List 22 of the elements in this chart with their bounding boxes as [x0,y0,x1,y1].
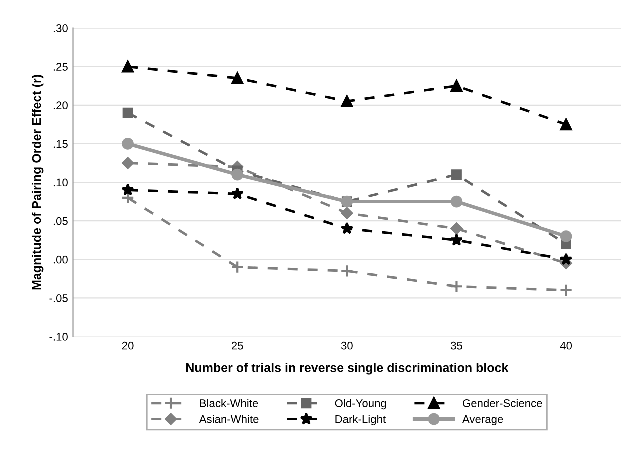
legend-label: Dark-Light [336,415,386,426]
legend-label: Gender-Science [463,399,542,408]
y-tick-label: .30 [54,24,68,32]
y-tick-label: .15 [54,140,68,148]
x-tick-label: 25 [232,342,244,350]
legend-label: Old-Young [335,399,386,410]
legend-label: Average [462,416,504,426]
y-tick-label: .25 [54,63,68,71]
x-axis-title: Number of trials in reverse single discrimination block [186,363,509,375]
x-tick-label: 20 [122,342,134,350]
y-tick-label: .20 [54,102,68,110]
x-tick-label: 35 [450,342,462,350]
y-tick-label: .10 [54,178,68,187]
legend-label: Black-White [200,399,258,408]
y-axis-title: Magnitude of Pairing Order Effect (r) [32,75,44,290]
y-tick-label: .05 [54,217,68,226]
y-tick-label: .00 [54,256,68,264]
x-tick-label: 30 [341,342,353,350]
y-tick-label: -.10 [50,333,68,341]
legend-label: Asian-White [199,415,259,424]
y-tick-label: -.05 [50,294,68,302]
x-tick-label: 40 [560,342,572,350]
